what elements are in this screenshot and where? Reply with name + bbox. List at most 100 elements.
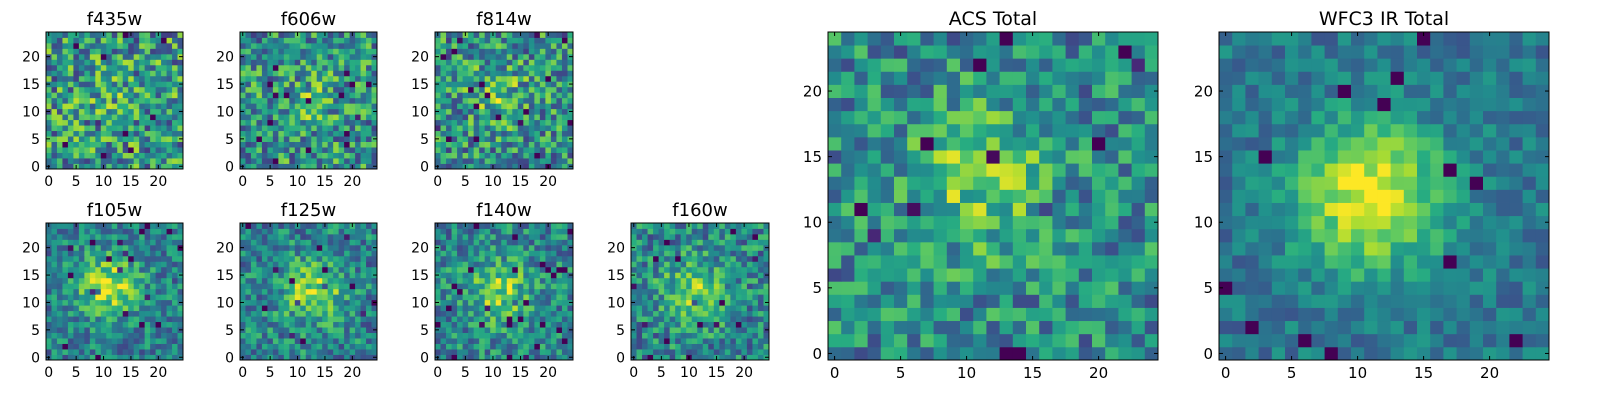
heatmap-cell [1118,176,1132,190]
heatmap-cell [161,32,167,38]
heatmap-cell [550,310,557,317]
heatmap-cell [89,86,96,93]
heatmap-cell [305,152,312,159]
heatmap-cell [366,261,372,268]
heatmap-cell [250,343,257,350]
heatmap-cell [278,321,285,328]
heatmap-cell [111,239,118,246]
heatmap-cell [139,354,146,361]
heatmap-cell [56,103,63,110]
heatmap-cell [172,92,178,99]
heatmap-cell [642,255,648,262]
heatmap-cell [250,103,257,110]
heatmap-cell [440,136,447,142]
heatmap-cell [556,343,563,350]
heatmap-cell [468,354,475,361]
heatmap-cell [556,42,563,49]
x-tick-label: 20 [149,174,167,190]
heatmap-cell [240,250,246,257]
heatmap-cell [561,316,568,323]
heatmap-cell [272,228,279,235]
heatmap-cell [56,244,63,251]
heatmap-cell [122,108,129,115]
heatmap-cell [446,349,452,355]
heatmap-cell [128,81,135,88]
heatmap-cell [451,349,458,355]
heatmap-cell [78,310,85,317]
heatmap-cell [946,294,961,308]
heatmap-cell [894,215,908,230]
heatmap-cell [300,272,307,279]
heatmap-cell [528,272,535,279]
heatmap-cell [294,158,301,164]
heatmap-cell [250,97,257,104]
heatmap-cell [501,223,508,229]
heatmap-cell [473,97,480,104]
heatmap-cell [556,37,563,44]
heatmap-cell [283,141,290,148]
heatmap-cell [122,255,129,262]
heatmap-cell [283,272,290,279]
heatmap-cell [73,81,80,88]
heatmap-cell [675,233,682,240]
heatmap-cell [730,255,737,262]
heatmap-cell [691,321,698,328]
heatmap-cell [561,125,568,132]
heatmap-cell [1078,189,1093,203]
heatmap-cell [490,349,497,355]
heatmap-cell [144,103,151,110]
heatmap-cell [338,321,345,328]
heatmap-cell [708,233,715,240]
heatmap-cell [316,37,323,44]
heatmap-cell [111,343,118,350]
heatmap-cell [880,320,895,335]
heatmap-cell [84,53,91,60]
heatmap-cell [506,288,513,295]
heatmap-cell [495,81,502,88]
heatmap-cell [550,86,557,93]
heatmap-cell [46,277,52,284]
heatmap-cell [462,147,469,153]
heatmap-cell [669,354,676,361]
heatmap-cell [545,343,552,350]
heatmap-cell [556,223,563,229]
heatmap-cell [289,294,296,301]
heatmap-cell [371,255,378,262]
heatmap-cell [440,163,447,170]
y-tick-label: 0 [225,159,234,175]
heatmap-cell [161,70,167,77]
heatmap-cell [100,250,107,257]
heatmap-cell [719,283,726,290]
heatmap-cell [528,349,535,355]
heatmap-cell [691,338,698,344]
heatmap-cell [664,272,671,279]
heatmap-cell [523,255,530,262]
heatmap-cell [752,283,759,290]
heatmap-cell [713,349,720,355]
heatmap-cell [512,305,519,312]
heatmap-cell [139,349,146,355]
heatmap-cell [724,255,731,262]
heatmap-cell [122,223,129,229]
heatmap-cell [128,294,135,301]
heatmap-cell [62,310,69,317]
heatmap-cell [172,81,178,88]
heatmap-cell [283,261,290,268]
heatmap-cell [344,37,350,44]
heatmap-cell [139,338,146,344]
heatmap-cell [78,42,85,49]
heatmap-cell [161,277,167,284]
heatmap-cell [122,228,129,235]
heatmap-cell [261,163,268,170]
heatmap-cell [166,349,173,355]
heatmap-cell [653,272,659,279]
heatmap-cell [100,53,107,60]
heatmap-cell [501,163,508,170]
heatmap-cell [960,320,974,335]
heatmap-cell [479,338,486,344]
heatmap-cell [523,114,530,121]
heatmap-cell [261,294,268,301]
heatmap-cell [261,299,268,306]
heatmap-cell [495,349,502,355]
heatmap-cell [517,272,524,279]
